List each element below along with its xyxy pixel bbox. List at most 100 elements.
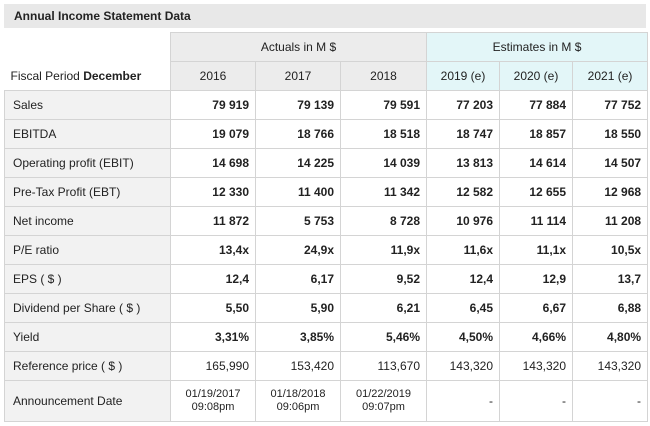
value-cell: 79 919: [171, 91, 256, 120]
value-cell: 24,9x: [256, 236, 341, 265]
value-cell: 12 655: [500, 178, 573, 207]
value-cell: 3,85%: [256, 323, 341, 352]
value-cell: 3,31%: [171, 323, 256, 352]
value-cell: 12,4: [171, 265, 256, 294]
value-cell: 77 203: [427, 91, 500, 120]
value-cell: 77 884: [500, 91, 573, 120]
value-cell: 18 766: [256, 120, 341, 149]
value-cell: 5,50: [171, 294, 256, 323]
year-header: 2020 (e): [500, 62, 573, 91]
value-cell: 13 813: [427, 149, 500, 178]
row-label: Yield: [5, 323, 171, 352]
table-row: P/E ratio 13,4x 24,9x 11,9x 11,6x 11,1x 10,5x: [5, 236, 648, 265]
value-cell: 143,320: [427, 352, 500, 381]
table-row: Yield 3,31% 3,85% 5,46% 4,50% 4,66% 4,80%: [5, 323, 648, 352]
table-row: Operating profit (EBIT) 14 698 14 225 14 03…: [5, 149, 648, 178]
year-header: 2018: [341, 62, 427, 91]
value-cell: 12 330: [171, 178, 256, 207]
row-label: EBITDA: [5, 120, 171, 149]
value-cell: 5,46%: [341, 323, 427, 352]
section-title: Annual Income Statement Data: [14, 9, 191, 23]
value-cell: 14 039: [341, 149, 427, 178]
table-row: Sales 79 919 79 139 79 591 77 203 77 884 77 75…: [5, 91, 648, 120]
fiscal-period-month: December: [83, 69, 141, 83]
value-cell: 9,52: [341, 265, 427, 294]
value-cell: 18 747: [427, 120, 500, 149]
value-cell: 18 550: [573, 120, 648, 149]
value-cell: 14 614: [500, 149, 573, 178]
value-cell: 10,5x: [573, 236, 648, 265]
value-cell: 4,50%: [427, 323, 500, 352]
value-cell: 11,6x: [427, 236, 500, 265]
row-label: EPS ( $ ): [5, 265, 171, 294]
value-cell: 79 139: [256, 91, 341, 120]
value-cell: 14 507: [573, 149, 648, 178]
value-cell: 12,4: [427, 265, 500, 294]
value-cell: 11 342: [341, 178, 427, 207]
row-label: Operating profit (EBIT): [5, 149, 171, 178]
value-cell: 11 400: [256, 178, 341, 207]
section-title-bar: Annual Income Statement Data: [4, 4, 646, 28]
year-header: 2017: [256, 62, 341, 91]
value-cell: 18 518: [341, 120, 427, 149]
row-label: Pre-Tax Profit (EBT): [5, 178, 171, 207]
value-cell: 6,45: [427, 294, 500, 323]
year-header: 2016: [171, 62, 256, 91]
fiscal-period-prefix: Fiscal Period: [11, 69, 80, 83]
row-label: Net income: [5, 207, 171, 236]
value-cell: 13,7: [573, 265, 648, 294]
value-cell: 11 114: [500, 207, 573, 236]
table-row: Announcement Date 01/19/2017 09:08pm 01/1…: [5, 381, 648, 422]
announcement-cell: -: [427, 381, 500, 422]
value-cell: 8 728: [341, 207, 427, 236]
income-statement-table: Actuals in M $ Estimates in M $ Fiscal P…: [4, 32, 648, 422]
announcement-cell: -: [573, 381, 648, 422]
value-cell: 11 872: [171, 207, 256, 236]
value-cell: 11,9x: [341, 236, 427, 265]
row-label: Dividend per Share ( $ ): [5, 294, 171, 323]
value-cell: 5 753: [256, 207, 341, 236]
row-label: Reference price ( $ ): [5, 352, 171, 381]
table-corner: [5, 33, 171, 62]
table-row: EPS ( $ ) 12,4 6,17 9,52 12,4 12,9 13,7: [5, 265, 648, 294]
row-label: Announcement Date: [5, 381, 171, 422]
table-row: EBITDA 19 079 18 766 18 518 18 747 18 857 18 5…: [5, 120, 648, 149]
estimates-header: Estimates in M $: [427, 33, 648, 62]
value-cell: 14 698: [171, 149, 256, 178]
fiscal-period-header: Fiscal Period December: [5, 62, 171, 91]
value-cell: 4,80%: [573, 323, 648, 352]
table-row: Dividend per Share ( $ ) 5,50 5,90 6,21 6,45…: [5, 294, 648, 323]
value-cell: 153,420: [256, 352, 341, 381]
row-label: Sales: [5, 91, 171, 120]
value-cell: 19 079: [171, 120, 256, 149]
value-cell: 13,4x: [171, 236, 256, 265]
value-cell: 6,88: [573, 294, 648, 323]
announcement-cell: -: [500, 381, 573, 422]
value-cell: 11,1x: [500, 236, 573, 265]
value-cell: 6,21: [341, 294, 427, 323]
value-cell: 6,67: [500, 294, 573, 323]
value-cell: 143,320: [573, 352, 648, 381]
announcement-cell: 01/22/2019 09:07pm: [341, 381, 427, 422]
value-cell: 79 591: [341, 91, 427, 120]
year-header: 2021 (e): [573, 62, 648, 91]
table-row: Pre-Tax Profit (EBT) 12 330 11 400 11 342 12…: [5, 178, 648, 207]
table-row: Net income 11 872 5 753 8 728 10 976 11 114 11…: [5, 207, 648, 236]
year-header: 2019 (e): [427, 62, 500, 91]
value-cell: 6,17: [256, 265, 341, 294]
value-cell: 14 225: [256, 149, 341, 178]
row-label: P/E ratio: [5, 236, 171, 265]
actuals-header: Actuals in M $: [171, 33, 427, 62]
announcement-cell: 01/19/2017 09:08pm: [171, 381, 256, 422]
value-cell: 4,66%: [500, 323, 573, 352]
value-cell: 12 582: [427, 178, 500, 207]
value-cell: 18 857: [500, 120, 573, 149]
value-cell: 113,670: [341, 352, 427, 381]
value-cell: 11 208: [573, 207, 648, 236]
value-cell: 165,990: [171, 352, 256, 381]
table-row: Reference price ( $ ) 165,990 153,420 113,6…: [5, 352, 648, 381]
value-cell: 12 968: [573, 178, 648, 207]
value-cell: 10 976: [427, 207, 500, 236]
value-cell: 12,9: [500, 265, 573, 294]
announcement-cell: 01/18/2018 09:06pm: [256, 381, 341, 422]
